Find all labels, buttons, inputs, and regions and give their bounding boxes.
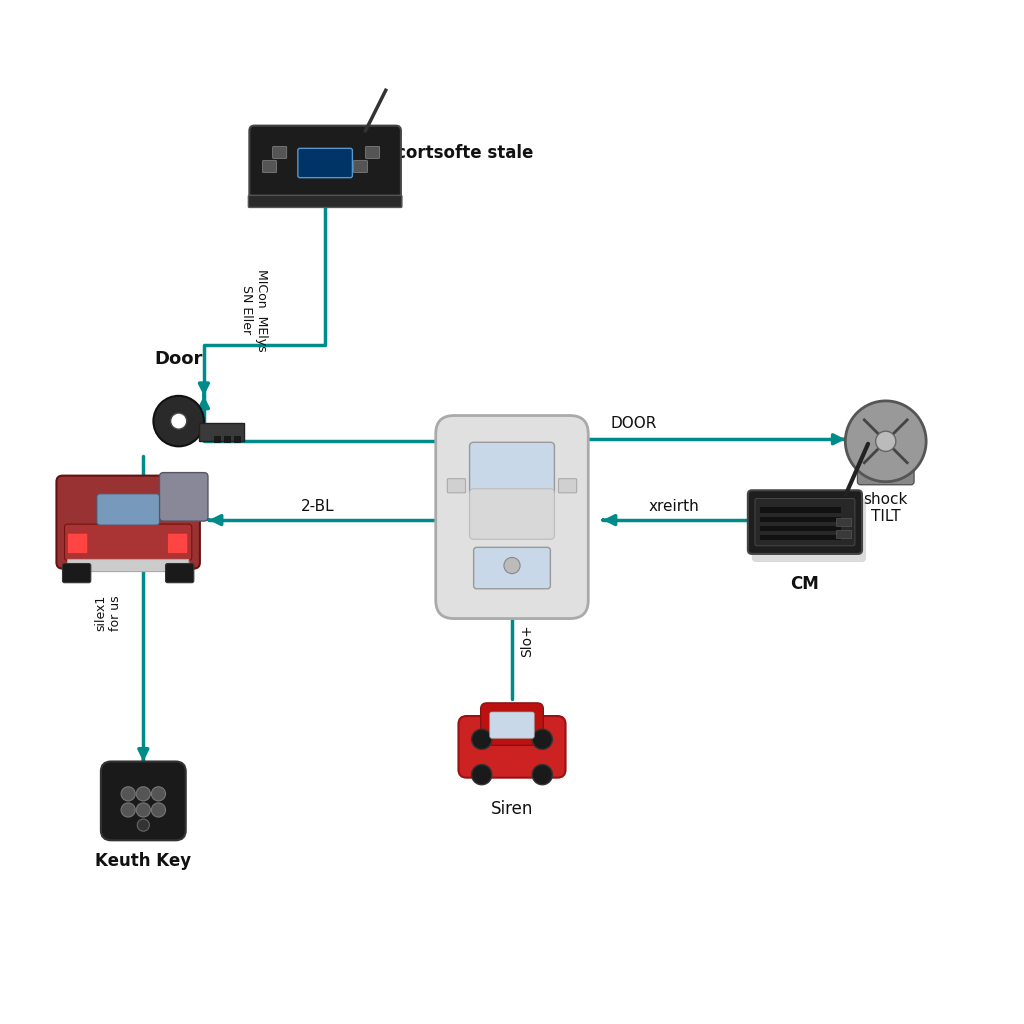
FancyBboxPatch shape	[752, 499, 866, 562]
FancyBboxPatch shape	[62, 563, 91, 583]
Text: Siren: Siren	[490, 800, 534, 818]
FancyBboxPatch shape	[755, 499, 855, 546]
FancyBboxPatch shape	[470, 488, 554, 540]
FancyBboxPatch shape	[199, 423, 245, 441]
FancyBboxPatch shape	[234, 436, 241, 442]
FancyBboxPatch shape	[857, 464, 914, 484]
FancyBboxPatch shape	[101, 762, 185, 841]
Text: xreirth: xreirth	[648, 500, 699, 514]
FancyBboxPatch shape	[748, 490, 862, 554]
Circle shape	[136, 803, 151, 817]
FancyBboxPatch shape	[836, 529, 851, 538]
FancyBboxPatch shape	[65, 524, 191, 560]
FancyBboxPatch shape	[68, 534, 88, 553]
FancyBboxPatch shape	[436, 416, 588, 618]
Circle shape	[532, 729, 552, 750]
Text: Keuth Key: Keuth Key	[95, 852, 191, 870]
Circle shape	[152, 803, 166, 817]
Circle shape	[532, 765, 552, 784]
FancyBboxPatch shape	[262, 161, 276, 173]
FancyBboxPatch shape	[836, 517, 851, 525]
FancyBboxPatch shape	[474, 548, 550, 589]
FancyBboxPatch shape	[168, 534, 187, 553]
FancyBboxPatch shape	[97, 494, 160, 525]
Text: DOOR: DOOR	[610, 416, 656, 431]
FancyBboxPatch shape	[489, 712, 535, 738]
FancyBboxPatch shape	[160, 473, 208, 521]
FancyBboxPatch shape	[558, 478, 577, 493]
FancyBboxPatch shape	[459, 716, 565, 777]
FancyBboxPatch shape	[760, 535, 841, 540]
Circle shape	[136, 786, 151, 801]
Text: cortsofte stale: cortsofte stale	[396, 144, 534, 163]
Text: MICon  MElys
SN Eller: MICon MElys SN Eller	[241, 268, 268, 351]
FancyBboxPatch shape	[56, 475, 200, 568]
Circle shape	[472, 765, 492, 784]
Circle shape	[154, 396, 204, 446]
Circle shape	[472, 729, 492, 750]
Circle shape	[171, 413, 186, 429]
FancyBboxPatch shape	[760, 516, 841, 521]
Text: Door: Door	[155, 349, 203, 368]
FancyBboxPatch shape	[470, 442, 554, 496]
FancyBboxPatch shape	[166, 563, 194, 583]
Circle shape	[137, 819, 150, 831]
Circle shape	[121, 786, 135, 801]
FancyBboxPatch shape	[214, 436, 220, 442]
FancyBboxPatch shape	[760, 525, 841, 530]
Circle shape	[152, 786, 166, 801]
Circle shape	[876, 431, 896, 452]
FancyBboxPatch shape	[353, 161, 368, 173]
FancyBboxPatch shape	[224, 436, 230, 442]
FancyBboxPatch shape	[249, 196, 401, 208]
Text: CM: CM	[791, 575, 819, 593]
Text: silex1
for us: silex1 for us	[94, 595, 122, 631]
FancyBboxPatch shape	[68, 559, 188, 571]
FancyBboxPatch shape	[447, 478, 466, 493]
FancyBboxPatch shape	[272, 146, 287, 159]
Text: shock
TILT: shock TILT	[863, 492, 908, 524]
Text: Slo+: Slo+	[520, 624, 535, 656]
FancyBboxPatch shape	[250, 126, 400, 202]
FancyBboxPatch shape	[760, 508, 841, 512]
Circle shape	[121, 803, 135, 817]
Text: 2-BL: 2-BL	[301, 500, 335, 514]
FancyBboxPatch shape	[480, 702, 544, 745]
FancyBboxPatch shape	[366, 146, 380, 159]
Circle shape	[504, 557, 520, 573]
FancyBboxPatch shape	[298, 148, 352, 177]
Circle shape	[846, 400, 926, 481]
